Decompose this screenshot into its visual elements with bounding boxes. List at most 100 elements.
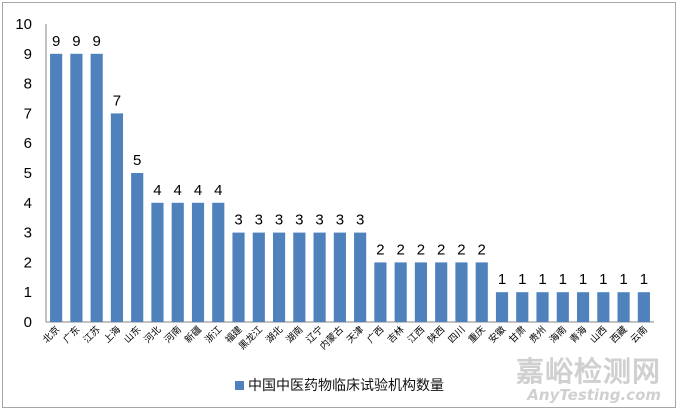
x-tick-label: 河北 xyxy=(142,323,164,345)
data-label: 1 xyxy=(538,271,546,288)
x-tick-label: 江西 xyxy=(406,324,427,345)
bar xyxy=(617,292,630,322)
x-tick-label: 海南 xyxy=(547,324,569,346)
y-tick-label: 8 xyxy=(24,76,32,93)
bar xyxy=(191,202,205,322)
data-label: 4 xyxy=(174,182,182,199)
x-tick-label: 湖北 xyxy=(264,324,286,346)
x-tick-label: 广西 xyxy=(365,324,387,346)
y-tick-label: 6 xyxy=(24,135,32,152)
bar xyxy=(495,292,509,322)
data-label: 3 xyxy=(295,212,303,229)
x-tick-label: 湖南 xyxy=(284,324,306,346)
data-label: 2 xyxy=(376,241,384,258)
bar xyxy=(110,113,124,323)
x-tick-label: 黑龙江 xyxy=(236,323,265,352)
bar xyxy=(293,232,306,322)
data-label: 1 xyxy=(640,271,648,288)
x-tick-label: 上海 xyxy=(101,323,123,345)
x-tick-label: 山东 xyxy=(121,324,143,346)
bar xyxy=(435,262,448,322)
x-tick-label: 新疆 xyxy=(182,323,204,345)
data-label: 3 xyxy=(315,212,323,229)
y-tick-label: 9 xyxy=(24,46,32,63)
watermark: 嘉峪检测网 AnyTesting.com xyxy=(516,358,661,403)
x-tick-label: 山西 xyxy=(588,324,609,345)
legend: 中国中医药物临床试验机构数量 xyxy=(235,375,444,395)
bar xyxy=(232,232,245,322)
x-tick-label: 北京 xyxy=(40,324,62,346)
bar xyxy=(516,292,529,322)
data-label: 2 xyxy=(437,241,445,258)
data-label: 1 xyxy=(498,271,506,288)
x-tick-label: 吉林 xyxy=(385,323,407,345)
data-label: 1 xyxy=(619,271,627,288)
bar xyxy=(536,292,549,322)
data-label: 4 xyxy=(153,182,161,199)
data-label: 2 xyxy=(396,241,404,258)
bar xyxy=(576,292,590,322)
x-tick-label: 河南 xyxy=(162,324,184,346)
bar xyxy=(414,262,428,322)
x-tick-label: 江苏 xyxy=(81,323,103,345)
data-label: 3 xyxy=(255,212,263,229)
bar xyxy=(50,53,63,323)
y-tick-label: 3 xyxy=(24,225,32,242)
data-label: 9 xyxy=(92,33,100,50)
data-label: 1 xyxy=(518,271,526,288)
y-tick-label: 4 xyxy=(24,195,32,212)
x-tick-label: 甘肃 xyxy=(506,324,528,346)
x-tick-label: 天津 xyxy=(345,324,367,346)
x-tick-label: 西藏 xyxy=(608,323,630,345)
data-label: 4 xyxy=(194,182,202,199)
y-tick-label: 0 xyxy=(24,314,32,331)
data-label: 1 xyxy=(559,271,567,288)
data-label: 9 xyxy=(52,33,60,50)
data-label: 5 xyxy=(133,152,141,169)
bar xyxy=(333,232,346,322)
data-label: 3 xyxy=(356,212,364,229)
bar xyxy=(90,53,103,323)
x-tick-label: 四川 xyxy=(446,324,467,345)
watermark-cn: 嘉峪检测网 xyxy=(515,355,661,388)
data-label: 2 xyxy=(478,241,486,258)
y-tick-label: 1 xyxy=(24,284,32,301)
data-label: 3 xyxy=(275,212,283,229)
data-label: 4 xyxy=(214,182,222,199)
bar xyxy=(374,262,387,322)
bar xyxy=(597,292,610,322)
data-label: 2 xyxy=(417,241,425,258)
watermark-en: AnyTesting.com xyxy=(527,386,661,404)
data-label: 7 xyxy=(113,92,121,109)
y-tick-label: 5 xyxy=(24,165,32,182)
bar xyxy=(637,292,650,322)
data-label: 1 xyxy=(579,271,587,288)
data-label: 3 xyxy=(234,212,242,229)
legend-label: 中国中医药物临床试验机构数量 xyxy=(248,378,444,394)
bar xyxy=(556,292,569,322)
x-tick-label: 陕西 xyxy=(425,324,447,346)
bar xyxy=(313,232,326,322)
data-label: 2 xyxy=(457,241,465,258)
x-tick-label: 贵州 xyxy=(527,324,549,346)
x-tick-label: 安徽 xyxy=(486,323,508,345)
x-tick-label: 重庆 xyxy=(466,323,488,345)
bar xyxy=(272,232,286,322)
bar xyxy=(252,232,265,322)
bar xyxy=(354,232,367,322)
x-tick-label: 广东 xyxy=(61,324,83,346)
y-tick-label: 10 xyxy=(15,16,32,33)
x-tick-label: 青海 xyxy=(567,323,589,345)
data-label: 9 xyxy=(72,33,80,50)
bar xyxy=(455,262,468,322)
bar xyxy=(70,53,83,323)
bar xyxy=(475,262,488,322)
bar xyxy=(131,173,144,322)
y-tick-label: 7 xyxy=(24,105,32,122)
bar xyxy=(171,202,184,322)
x-tick-label: 浙江 xyxy=(202,323,224,345)
data-label: 1 xyxy=(599,271,607,288)
